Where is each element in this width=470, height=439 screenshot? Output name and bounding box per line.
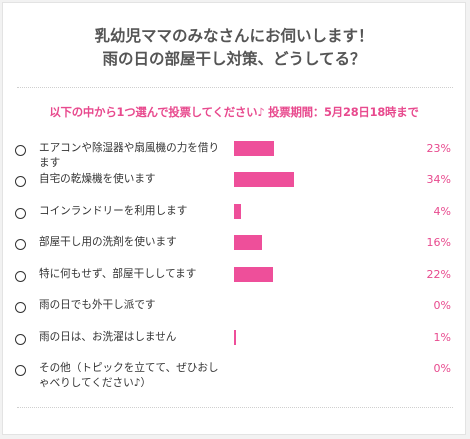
option-label[interactable]: エアコンや除湿器や扇風機の力を借ります (39, 142, 220, 169)
poll-title: 乳幼児ママのみなさんにお伺いします！ 雨の日の部屋干し対策、どうしてる？ (3, 25, 465, 71)
option-radio[interactable] (15, 271, 26, 282)
option-percentage: 0% (433, 299, 451, 312)
option-radio[interactable] (15, 302, 26, 313)
option-result-bar (234, 235, 262, 250)
option-label[interactable]: 部屋干し用の洗剤を使います (39, 236, 177, 248)
option-result-bar (234, 330, 236, 345)
poll-instruction: 以下の中から1つ選んで投票してください♪ 投票期間：5月28日18時まで (49, 105, 419, 119)
option-label[interactable]: その他（トピックを立てて、ぜひおしゃべりしてください♪） (39, 362, 219, 389)
option-percentage: 1% (433, 331, 451, 344)
option-label[interactable]: コインランドリーを利用します (39, 205, 188, 217)
poll-card: 乳幼児ママのみなさんにお伺いします！ 雨の日の部屋干し対策、どうしてる？ 以下の… (2, 2, 466, 435)
option-percentage: 4% (433, 205, 451, 218)
option-label[interactable]: 雨の日は、お洗濯はしません (39, 331, 177, 343)
top-divider (17, 87, 453, 88)
option-radio[interactable] (15, 365, 26, 376)
option-label[interactable]: 自宅の乾燥機を使います (39, 173, 156, 185)
option-percentage: 0% (433, 362, 451, 375)
poll-title-line-1: 乳幼児ママのみなさんにお伺いします！ (94, 27, 374, 45)
bottom-divider (17, 407, 453, 408)
option-radio[interactable] (15, 145, 26, 156)
option-percentage: 16% (426, 236, 451, 249)
option-result-bar (234, 267, 273, 282)
poll-title-line-2: 雨の日の部屋干し対策、どうしてる？ (102, 50, 366, 68)
option-label[interactable]: 雨の日でも外干し派です (39, 299, 156, 311)
option-label[interactable]: 特に何もせず、部屋干ししてます (39, 268, 197, 280)
option-result-bar (234, 204, 241, 219)
option-result-bar (234, 172, 294, 187)
option-result-bar (234, 141, 275, 156)
option-percentage: 22% (426, 268, 451, 281)
option-radio[interactable] (15, 208, 26, 219)
option-percentage: 23% (426, 142, 451, 155)
option-radio[interactable] (15, 176, 26, 187)
option-radio[interactable] (15, 334, 26, 345)
option-radio[interactable] (15, 239, 26, 250)
option-percentage: 34% (426, 173, 451, 186)
